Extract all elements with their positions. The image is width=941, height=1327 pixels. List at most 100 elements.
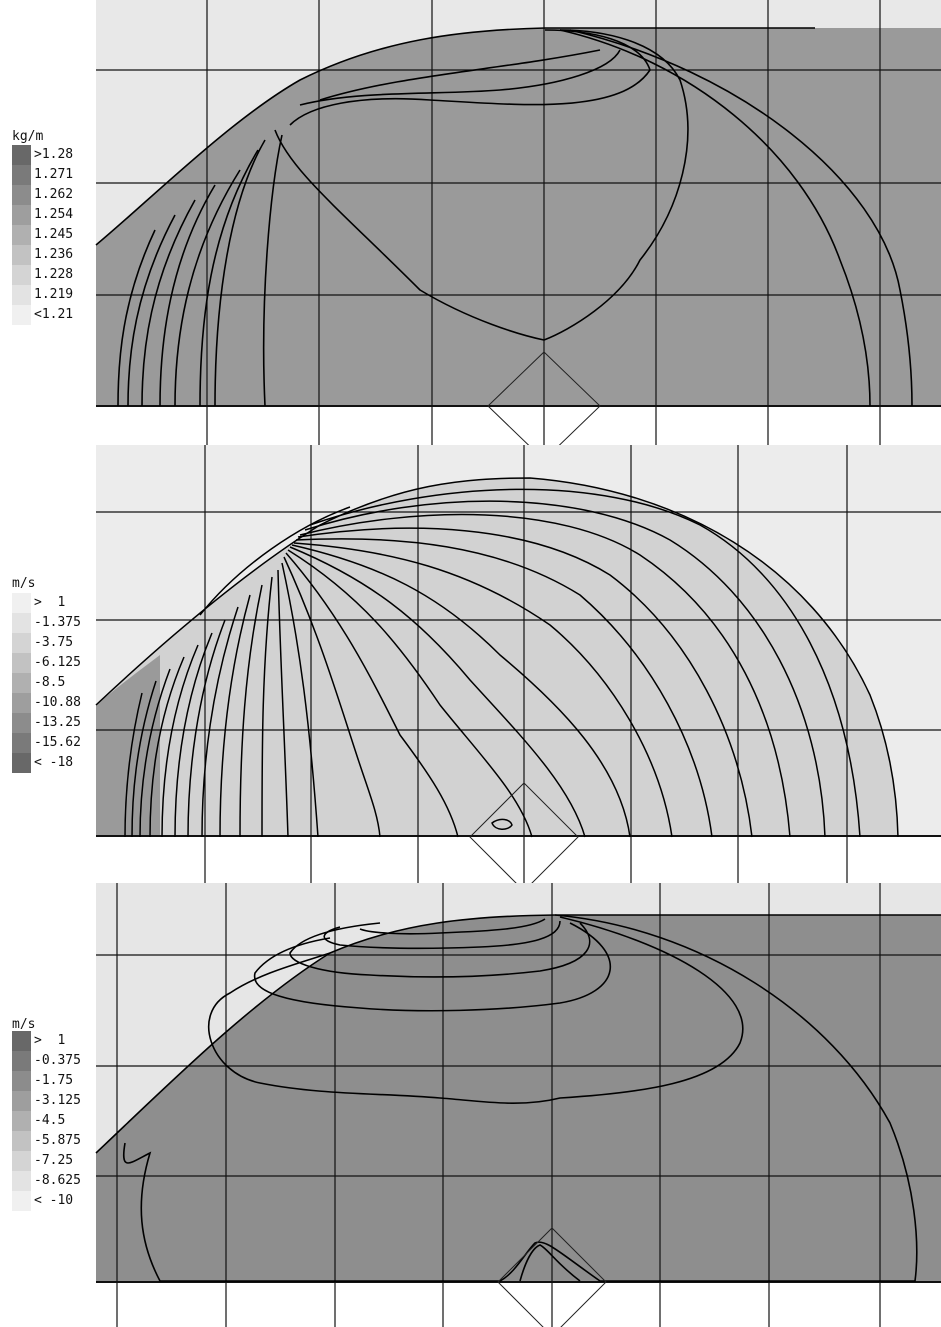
legend-swatch — [12, 653, 31, 673]
legend-row: 1.262 — [12, 185, 112, 205]
legend-swatch — [12, 145, 31, 165]
legend-swatch — [12, 225, 31, 245]
legend-row: -15.62 — [12, 733, 112, 753]
legend-label: -4.5 — [34, 1113, 66, 1128]
legend-label: 1.262 — [34, 187, 74, 202]
density-contour-panel: kg/m >1.28 1.271 1.262 1.254 1.245 1.236… — [0, 0, 941, 445]
diamond-marker — [497, 1227, 607, 1327]
legend-swatch — [12, 185, 31, 205]
legend-label: > 1 — [34, 595, 66, 610]
legend-swatch — [12, 1091, 31, 1111]
legend-swatch — [12, 305, 31, 325]
legend-row: -7.25 — [12, 1151, 112, 1171]
legend-swatch — [12, 693, 31, 713]
legend-swatch — [12, 1171, 31, 1191]
legend-row: 1.271 — [12, 165, 112, 185]
legend-label: 1.219 — [34, 287, 74, 302]
legend-row: < -10 — [12, 1191, 112, 1211]
legend-row: -5.875 — [12, 1131, 112, 1151]
velocity-contour-plot — [95, 445, 941, 883]
legend-label: 1.245 — [34, 227, 74, 242]
diamond-marker — [487, 351, 601, 445]
legend-label: -13.25 — [34, 715, 81, 730]
legend-label: -8.5 — [34, 675, 66, 690]
legend-label: 1.236 — [34, 247, 74, 262]
legend-label: <1.21 — [34, 307, 74, 322]
legend-row: 1.254 — [12, 205, 112, 225]
contour-lines — [95, 914, 941, 1282]
legend-label: > 1 — [34, 1033, 66, 1048]
legend-swatch — [12, 165, 31, 185]
grid-lines — [96, 883, 941, 1327]
legend-row: -0.375 — [12, 1051, 112, 1071]
legend-row: -6.125 — [12, 653, 112, 673]
legend-swatch — [12, 733, 31, 753]
field-region — [96, 478, 898, 837]
legend-row: -1.375 — [12, 613, 112, 633]
legend-label: -3.125 — [34, 1093, 81, 1108]
legend-label: -0.375 — [34, 1053, 81, 1068]
legend-unit: m/s — [12, 576, 36, 591]
legend-swatch — [12, 245, 31, 265]
legend-row: 1.245 — [12, 225, 112, 245]
legend-label: >1.28 — [34, 147, 74, 162]
legend-swatch — [12, 593, 31, 613]
legend-row: -8.5 — [12, 673, 112, 693]
legend-swatch — [12, 1111, 31, 1131]
legend-row: > 1 — [12, 593, 112, 613]
field-region — [96, 28, 941, 407]
legend-label: -3.75 — [34, 635, 74, 650]
legend-label: 1.228 — [34, 267, 74, 282]
grid-lines — [96, 0, 941, 445]
legend-label: -1.75 — [34, 1073, 74, 1088]
legend-swatch — [12, 1071, 31, 1091]
legend-label: < -10 — [34, 1193, 74, 1208]
contour-lines — [95, 27, 913, 407]
density-contour-plot — [95, 0, 941, 445]
legend-label: 1.254 — [34, 207, 74, 222]
legend-row: -13.25 — [12, 713, 112, 733]
legend-label: -7.25 — [34, 1153, 74, 1168]
legend-row: -4.5 — [12, 1111, 112, 1131]
legend-row: 1.236 — [12, 245, 112, 265]
velocity-contour-panel-2: m/s > 1 -0.375 -1.75 -3.125 -4.5 -5.875 … — [0, 883, 941, 1327]
grid-lines — [96, 445, 941, 883]
legend-swatch — [12, 1051, 31, 1071]
legend-row: <1.21 — [12, 305, 112, 325]
legend-swatch — [12, 613, 31, 633]
legend-label: < -18 — [34, 755, 74, 770]
legend-swatch — [12, 1131, 31, 1151]
contour-lines — [95, 477, 899, 838]
low-region — [96, 655, 160, 837]
legend-swatch — [12, 753, 31, 773]
velocity-contour-panel: m/s > 1 -1.375 -3.75 -6.125 -8.5 -10.88 … — [0, 445, 941, 883]
legend-swatch — [12, 673, 31, 693]
legend-row: -8.625 — [12, 1171, 112, 1191]
legend-row: < -18 — [12, 753, 112, 773]
legend-label: -6.125 — [34, 655, 81, 670]
legend-swatch — [12, 285, 31, 305]
field-region — [96, 915, 941, 1283]
legend-swatch — [12, 1151, 31, 1171]
legend-unit: kg/m — [12, 129, 44, 144]
legend-label: -1.375 — [34, 615, 81, 630]
legend-swatch — [12, 205, 31, 225]
legend-row: -1.75 — [12, 1071, 112, 1091]
legend-label: -8.625 — [34, 1173, 81, 1188]
legend-swatch — [12, 1031, 31, 1051]
velocity-contour-plot-2 — [95, 883, 941, 1327]
legend-label: -15.62 — [34, 735, 81, 750]
legend-row: 1.219 — [12, 285, 112, 305]
legend-label: 1.271 — [34, 167, 74, 182]
legend-swatch — [12, 265, 31, 285]
legend-swatch — [12, 713, 31, 733]
legend-row: -10.88 — [12, 693, 112, 713]
legend-row: -3.75 — [12, 633, 112, 653]
legend-unit: m/s — [12, 1017, 36, 1032]
legend-swatch — [12, 1191, 31, 1211]
diamond-marker — [469, 782, 579, 883]
legend-label: -5.875 — [34, 1133, 81, 1148]
legend-row: -3.125 — [12, 1091, 112, 1111]
legend-label: -10.88 — [34, 695, 81, 710]
legend-row: > 1 — [12, 1031, 112, 1051]
